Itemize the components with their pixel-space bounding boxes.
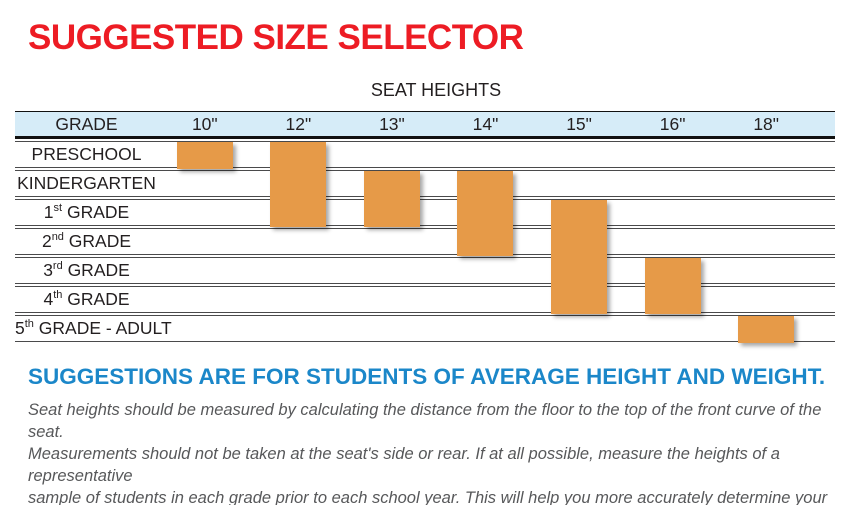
description-paragraph: Seat heights should be measured by calcu… — [28, 399, 828, 505]
row-label-4th-grade: 4th GRADE — [43, 289, 130, 309]
column-header-14in: 14" — [472, 113, 499, 134]
bar-16in — [644, 258, 701, 314]
table-body: PRESCHOOL KINDERGARTEN 1st GRADE 2nd GRA… — [15, 139, 835, 342]
size-table: GRADE 10" 12" 13" 14" 15" 16" 18" PRESCH… — [15, 111, 835, 344]
bar-14in — [457, 171, 514, 256]
bar-12in — [270, 142, 327, 227]
column-header-13in: 13" — [379, 113, 405, 134]
row-label-2nd-grade: 2nd GRADE — [41, 231, 132, 251]
page-title: SUGGESTED SIZE SELECTOR — [28, 18, 524, 57]
row-label-1st-grade: 1st GRADE — [43, 202, 130, 222]
table-row: 4th GRADE — [15, 286, 835, 313]
table-row: 3rd GRADE — [15, 257, 835, 284]
table-row: 2nd GRADE — [15, 228, 835, 255]
bar-15in — [551, 200, 608, 314]
bar-13in — [363, 171, 420, 227]
column-header-15in: 15" — [566, 113, 592, 134]
bars-layer — [15, 111, 835, 344]
column-header-18in: 18" — [753, 113, 779, 134]
seat-heights-label: SEAT HEIGHTS — [370, 80, 502, 100]
bar-18in — [738, 316, 795, 343]
column-header-10in: 10" — [191, 113, 218, 134]
row-label-3rd-grade: 3rd GRADE — [43, 260, 130, 280]
column-header-16in: 16" — [659, 113, 686, 134]
description-line: sample of students in each grade prior t… — [28, 489, 828, 505]
row-label-5th-grade-adult: 5th GRADE - ADULT — [15, 318, 172, 338]
row-label-preschool: PRESCHOOL — [31, 144, 142, 164]
table-row: 1st GRADE — [15, 199, 835, 226]
table-header-row: GRADE 10" 12" 13" 14" 15" 16" 18" — [15, 111, 835, 139]
table-row: PRESCHOOL — [15, 141, 835, 168]
description-line: Seat heights should be measured by calcu… — [28, 401, 822, 441]
description-line: Measurements should not be taken at the … — [28, 445, 780, 485]
table-row: 5th GRADE - ADULT — [15, 315, 835, 342]
bar-10in — [176, 142, 233, 169]
column-header-12in: 12" — [285, 113, 312, 134]
grade-column-header: GRADE — [55, 113, 118, 134]
note-heading: SUGGESTIONS ARE FOR STUDENTS OF AVERAGE … — [28, 364, 826, 389]
table-row: KINDERGARTEN — [15, 170, 835, 197]
row-label-kindergarten: KINDERGARTEN — [17, 173, 156, 193]
